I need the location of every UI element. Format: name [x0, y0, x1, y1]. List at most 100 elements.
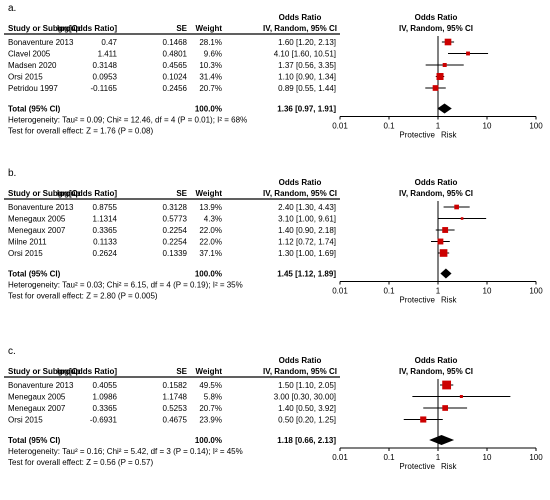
study-weight: 22.0% — [199, 226, 222, 235]
x-tick-label: 1 — [436, 287, 441, 296]
x-tick-label: 0.1 — [383, 122, 395, 131]
x-tick-label: 0.01 — [332, 122, 348, 131]
study-point-square — [439, 249, 448, 257]
direction-right-label: Risk — [441, 296, 458, 305]
study-or-ci: 1.10 [0.90, 1.34] — [278, 73, 336, 82]
study-logor: 0.1133 — [93, 238, 117, 247]
study-name: Orsi 2015 — [8, 249, 43, 258]
x-tick-label: 100 — [529, 122, 543, 131]
pooled-estimate-diamond — [429, 435, 455, 445]
study-weight: 10.3% — [199, 61, 222, 70]
study-row: Milne 2011 0.1133 0.2254 22.0% 1.12 [0.72, 1… — [8, 238, 450, 247]
heterogeneity-text: Heterogeneity: Tau² = 0.09; Chi² = 12.46… — [8, 116, 247, 125]
overall-effect-text: Test for overall effect: Z = 2.80 (P = 0… — [8, 292, 158, 301]
or-column-subtitle: IV, Random, 95% CI — [263, 24, 337, 33]
study-se: 0.1582 — [163, 381, 188, 390]
study-name: Clavel 2005 — [8, 50, 51, 59]
total-weight: 100.0% — [195, 436, 222, 445]
total-label: Total (95% CI) — [8, 105, 61, 114]
study-logor: 1.0986 — [93, 393, 118, 402]
study-logor: 0.3365 — [93, 404, 118, 413]
study-or-ci: 1.40 [0.90, 2.18] — [278, 226, 336, 235]
heterogeneity-text: Heterogeneity: Tau² = 0.03; Chi² = 6.15,… — [8, 281, 243, 290]
total-or-ci: 1.18 [0.66, 2.13] — [277, 436, 336, 445]
total-or-ci: 1.45 [1.12, 1.89] — [277, 270, 336, 279]
study-point-square — [442, 380, 452, 390]
study-point-square — [460, 217, 464, 220]
study-logor: 1.411 — [98, 50, 118, 59]
study-name: Petridou 1997 — [8, 84, 58, 93]
or-plot-title: Odds Ratio — [415, 178, 458, 187]
study-point-square — [444, 38, 452, 46]
or-column-title: Odds Ratio — [279, 178, 322, 187]
se-header: SE — [176, 189, 187, 198]
study-row: Orsi 2015 -0.6931 0.4675 23.9% 0.50 [0.20, 1… — [8, 416, 443, 425]
study-point-square — [437, 238, 444, 245]
study-or-ci: 4.10 [1.60, 10.51] — [274, 50, 336, 59]
or-column-subtitle: IV, Random, 95% CI — [263, 367, 337, 376]
study-or-ci: 3.10 [1.00, 9.61] — [278, 215, 336, 224]
study-logor: 0.47 — [101, 38, 117, 47]
study-or-ci: 1.37 [0.56, 3.35] — [278, 61, 336, 70]
study-se: 0.2254 — [163, 226, 188, 235]
study-se: 0.4565 — [163, 61, 188, 70]
overall-effect-text: Test for overall effect: Z = 1.76 (P = 0… — [8, 127, 153, 136]
study-se: 0.5773 — [163, 215, 188, 224]
study-point-square — [454, 204, 459, 210]
study-weight: 31.4% — [199, 73, 222, 82]
study-row: Menegaux 2005 1.0986 1.1748 5.8% 3.00 [0.30,… — [8, 393, 511, 402]
study-se: 0.1339 — [163, 249, 188, 258]
study-weight: 23.9% — [199, 416, 222, 425]
or-plot-subtitle: IV, Random, 95% CI — [399, 367, 473, 376]
study-se: 1.1748 — [163, 393, 188, 402]
total-label: Total (95% CI) — [8, 270, 61, 279]
study-name: Orsi 2015 — [8, 416, 43, 425]
study-point-square — [442, 62, 447, 68]
study-or-ci: 0.89 [0.55, 1.44] — [278, 84, 336, 93]
se-header: SE — [176, 367, 187, 376]
x-tick-label: 0.01 — [332, 453, 348, 462]
study-se: 0.1468 — [163, 38, 188, 47]
study-weight: 4.3% — [204, 215, 222, 224]
study-weight: 9.6% — [204, 50, 222, 59]
study-header: Study or Subgroup — [8, 189, 81, 198]
or-plot-subtitle: IV, Random, 95% CI — [399, 24, 473, 33]
x-tick-label: 10 — [483, 453, 492, 462]
direction-right-label: Risk — [441, 131, 458, 140]
study-point-square — [432, 85, 439, 91]
study-or-ci: 1.30 [1.00, 1.69] — [278, 249, 336, 258]
study-logor: 0.8755 — [93, 203, 118, 212]
study-header: Study or Subgroup — [8, 24, 81, 33]
study-logor: 1.1314 — [93, 215, 118, 224]
logor-header: log[Odds Ratio] — [57, 24, 117, 33]
study-row: Menegaux 2007 0.3365 0.2254 22.0% 1.40 [0.90… — [8, 226, 455, 235]
study-or-ci: 1.40 [0.50, 3.92] — [278, 404, 336, 413]
forest-panel-1: a. Odds Ratio Odds Ratio Study or Subgroupl… — [4, 3, 543, 140]
study-point-square — [466, 51, 470, 56]
study-or-ci: 2.40 [1.30, 4.43] — [278, 203, 336, 212]
study-name: Orsi 2015 — [8, 73, 43, 82]
study-se: 0.1024 — [163, 73, 188, 82]
study-or-ci: 1.50 [1.10, 2.05] — [278, 381, 336, 390]
study-point-square — [442, 227, 449, 233]
study-name: Milne 2011 — [8, 238, 47, 247]
pooled-estimate-diamond — [437, 103, 452, 114]
x-tick-label: 10 — [483, 122, 492, 131]
study-or-ci: 1.12 [0.72, 1.74] — [278, 238, 336, 247]
x-tick-label: 0.1 — [383, 453, 395, 462]
study-weight: 20.7% — [199, 404, 222, 413]
panel-label: c. — [8, 346, 16, 357]
study-or-ci: 3.00 [0.30, 30.00] — [274, 393, 336, 402]
or-column-title: Odds Ratio — [279, 356, 322, 365]
study-point-square — [436, 72, 444, 81]
logor-header: log[Odds Ratio] — [57, 367, 117, 376]
logor-header: log[Odds Ratio] — [57, 189, 117, 198]
pooled-estimate-diamond — [440, 268, 452, 279]
study-logor: 0.3365 — [93, 226, 118, 235]
study-row: Clavel 2005 1.411 0.4801 9.6% 4.10 [1.60, 10… — [8, 50, 489, 59]
se-header: SE — [176, 24, 187, 33]
direction-left-label: Protective — [399, 462, 435, 471]
study-point-square — [459, 394, 463, 399]
study-name: Bonaventure 2013 — [8, 381, 74, 390]
or-plot-title: Odds Ratio — [415, 13, 458, 22]
